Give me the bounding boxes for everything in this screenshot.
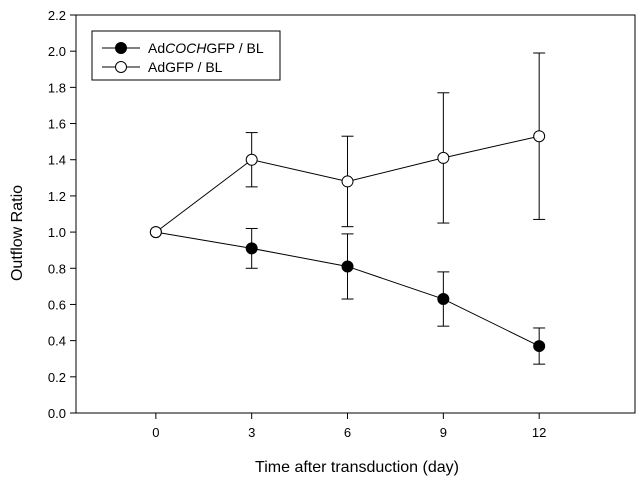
y-tick-label: 0.4 (48, 334, 66, 349)
plot-area (75, 14, 636, 414)
legend-marker (115, 61, 127, 73)
data-point (341, 175, 354, 188)
x-tick-label: 3 (248, 425, 255, 440)
y-tick-label: 0.8 (48, 261, 66, 276)
legend-marker (115, 42, 127, 54)
y-tick-label: 1.2 (48, 189, 66, 204)
y-axis: 0.0 0.2 0.4 0.6 0.8 1.0 1.2 1.4 1.6 1.8 2.0 2.2 (48, 8, 76, 421)
legend-entry-1: AdCOCHGFP / BL (102, 40, 264, 56)
y-tick-label: 2.2 (48, 8, 66, 23)
legend-label: AdCOCHGFP / BL (148, 40, 264, 56)
y-tick-label: 1.4 (48, 153, 66, 168)
y-axis-title: Outflow Ratio (9, 185, 26, 281)
data-point (437, 151, 450, 164)
data-point (245, 153, 258, 166)
legend-label: AdGFP / BL (148, 59, 223, 75)
series-layer (149, 52, 546, 365)
x-axis-title: Time after transduction (day) (255, 459, 459, 476)
x-tick-label: 6 (344, 425, 351, 440)
y-tick-label: 0.6 (48, 297, 66, 312)
y-tick-label: 1.6 (48, 117, 66, 132)
x-axis: 0 3 6 9 12 (152, 413, 546, 440)
data-point (533, 340, 546, 353)
data-point (149, 226, 162, 239)
data-point (533, 130, 546, 143)
x-tick-label: 0 (152, 425, 159, 440)
data-point (437, 293, 450, 306)
legend-label-part: Ad (148, 40, 165, 56)
legend-label-part: AdGFP / BL (148, 59, 223, 75)
data-point (341, 260, 354, 273)
y-tick-label: 0.2 (48, 370, 66, 385)
legend-label-part: COCH (165, 40, 207, 56)
data-point (245, 242, 258, 255)
x-tick-label: 12 (532, 425, 546, 440)
x-tick-label: 9 (440, 425, 447, 440)
series-1 (149, 226, 546, 365)
y-tick-label: 1.0 (48, 225, 66, 240)
plot-border (75, 14, 636, 414)
y-tick-label: 0.0 (48, 406, 66, 421)
y-tick-label: 2.0 (48, 44, 66, 59)
y-tick-label: 1.8 (48, 80, 66, 95)
legend-entry-2: AdGFP / BL (102, 59, 223, 75)
legend-label-part: GFP / BL (206, 40, 264, 56)
series-2 (149, 52, 546, 239)
